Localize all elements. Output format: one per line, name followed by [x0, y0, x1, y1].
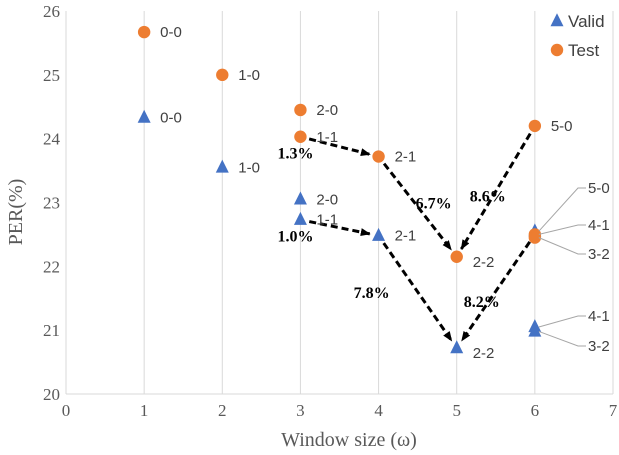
point-label: 2-2	[473, 254, 495, 271]
point-label: 5-0	[551, 118, 573, 135]
x-tick-label: 5	[452, 401, 461, 420]
grid	[143, 11, 614, 394]
legend-valid-marker	[550, 13, 564, 27]
test-point	[450, 250, 463, 263]
point-label: 0-0	[160, 110, 182, 127]
annotation-arrow	[382, 242, 453, 342]
legend-valid-label: Valid	[568, 12, 605, 31]
label-leader-line	[538, 330, 586, 347]
test-point	[294, 103, 307, 117]
y-tick-label: 21	[43, 321, 60, 340]
y-tick-label: 20	[43, 385, 60, 404]
label-leader-line	[538, 187, 586, 232]
point-label: 2-1	[395, 149, 417, 166]
point-label: 1-1	[316, 212, 338, 229]
y-axis-title: PER(%)	[5, 179, 27, 246]
point-label: 2-0	[316, 102, 338, 119]
valid-point	[293, 191, 307, 205]
annotation-label: 6.7%	[416, 196, 452, 213]
point-label: 2-2	[473, 345, 495, 362]
valid-point	[215, 159, 229, 173]
y-tick-label: 24	[43, 130, 61, 149]
annotation-arrow	[382, 162, 453, 251]
annotation-arrows	[308, 132, 532, 342]
test-point	[372, 150, 385, 163]
x-tick-label: 2	[218, 401, 227, 420]
x-tick-label: 0	[62, 401, 71, 420]
x-tick-label: 7	[609, 401, 618, 420]
point-label: 5-0	[588, 180, 610, 197]
point-label: 1-1	[316, 129, 338, 146]
point-labels: 1.3% 6.7% 8.6% 1.0% 7.8% 8.2% 0-0 1-0 2-0 1-1 2-1 2…	[160, 24, 610, 362]
test-point	[528, 119, 542, 133]
x-tick-label: 1	[140, 401, 149, 420]
annotation-label: 1.3%	[278, 146, 314, 163]
point-label: 4-1	[588, 217, 610, 234]
point-label: 2-0	[316, 191, 338, 208]
y-tick-label: 25	[43, 66, 60, 85]
valid-point	[372, 227, 386, 241]
x-tick-label: 6	[531, 401, 540, 420]
valid-point	[293, 211, 307, 225]
point-label: 4-1	[588, 308, 610, 325]
annotation-label: 7.8%	[354, 285, 390, 302]
point-label: 2-1	[395, 228, 417, 245]
x-axis-title: Window size (ω)	[281, 429, 417, 451]
point-label: 3-2	[588, 246, 610, 263]
test-point	[216, 68, 229, 82]
test-point	[294, 130, 307, 143]
valid-point	[450, 340, 464, 354]
x-tick-label: 3	[296, 401, 305, 420]
annotation-arrow	[460, 132, 532, 250]
label-leader-line	[538, 224, 586, 235]
point-label: 1-0	[238, 159, 260, 176]
annotation-arrow	[460, 240, 531, 342]
label-leader-line	[538, 237, 586, 255]
valid-point	[528, 323, 542, 337]
y-tick-label: 22	[43, 257, 60, 276]
x-tick-label: 4	[374, 401, 383, 420]
test-point	[137, 25, 151, 39]
point-label: 0-0	[160, 24, 182, 41]
data-markers	[137, 25, 542, 354]
valid-point	[137, 109, 151, 123]
annotation-label: 8.2%	[464, 294, 500, 311]
annotation-label: 8.6%	[470, 188, 506, 205]
annotation-label: 1.0%	[278, 229, 314, 246]
legend: Valid Test	[550, 12, 605, 60]
point-label: 3-2	[588, 338, 610, 355]
legend-test-label: Test	[568, 41, 599, 60]
y-tick-label: 23	[43, 194, 60, 213]
label-leader-line	[538, 315, 586, 328]
test-point	[528, 231, 542, 244]
y-tick-label: 26	[43, 2, 60, 21]
point-label: 1-0	[238, 67, 260, 84]
legend-test-marker	[550, 43, 564, 57]
